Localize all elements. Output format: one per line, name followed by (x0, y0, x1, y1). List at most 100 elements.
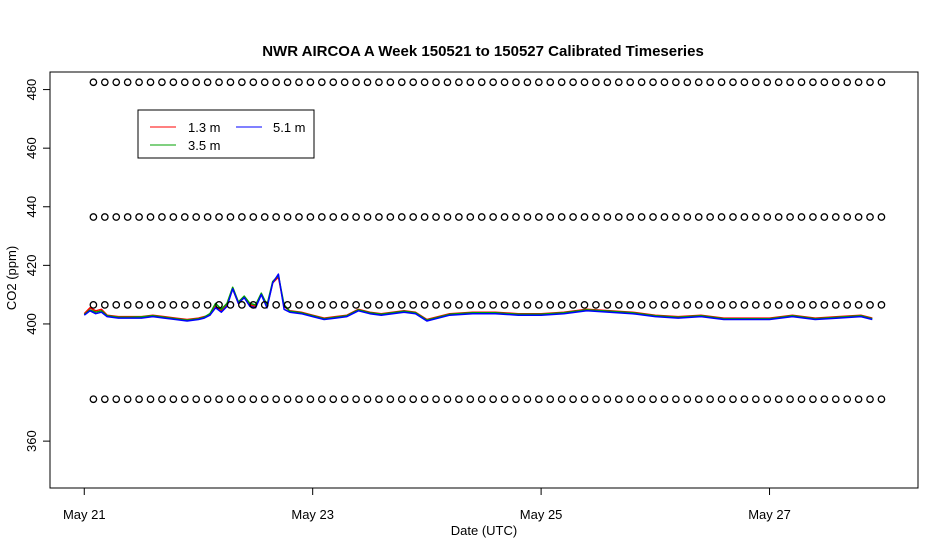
standard-point-0-58 (751, 78, 760, 87)
standard-point-3-213 (123, 395, 132, 404)
standard-point-3-221 (215, 395, 223, 404)
standard-point-2-186 (614, 301, 623, 309)
standard-point-2-147 (169, 301, 178, 309)
standard-point-1-118 (637, 213, 646, 221)
standard-point-0-35 (489, 78, 497, 87)
standard-point-3-230 (317, 395, 326, 404)
standard-point-0-14 (249, 78, 258, 87)
standard-point-2-144 (135, 301, 143, 309)
standard-point-3-217 (169, 395, 178, 404)
standard-point-2-183 (580, 301, 589, 309)
standard-point-0-11 (215, 78, 223, 87)
standard-point-0-0 (89, 78, 98, 87)
standard-point-0-65 (831, 78, 840, 87)
standard-point-2-167 (397, 301, 406, 309)
standard-point-1-86 (272, 213, 280, 221)
standard-point-3-231 (329, 395, 338, 404)
standard-point-1-75 (146, 213, 155, 221)
standard-point-3-277 (854, 395, 863, 404)
standard-point-1-127 (740, 213, 749, 221)
standard-point-0-51 (672, 78, 680, 87)
standard-point-0-2 (112, 78, 121, 87)
y-tick-label-0: 360 (24, 430, 39, 452)
standard-point-3-268 (751, 395, 760, 404)
standard-point-0-24 (363, 78, 372, 87)
standard-point-1-93 (352, 213, 360, 221)
standard-point-1-129 (763, 213, 772, 221)
standard-point-0-29 (420, 78, 429, 87)
standard-point-1-126 (729, 213, 737, 221)
standard-point-1-117 (626, 213, 635, 221)
standard-point-3-227 (283, 395, 292, 404)
standard-point-3-244 (477, 395, 486, 404)
standard-point-0-64 (820, 78, 829, 87)
standard-point-2-187 (626, 301, 635, 309)
y-tick-label-4: 460 (24, 137, 39, 159)
standard-point-3-272 (797, 395, 806, 404)
standard-point-0-55 (717, 78, 726, 87)
standard-point-3-261 (672, 395, 680, 404)
standard-point-3-212 (112, 395, 121, 404)
standard-point-1-128 (751, 213, 760, 221)
standard-point-0-17 (283, 78, 292, 87)
x-tick-label-1: May 23 (291, 507, 334, 522)
standard-point-1-77 (169, 213, 178, 221)
standard-point-3-246 (500, 395, 509, 404)
standard-point-0-20 (317, 78, 326, 87)
standard-point-1-130 (774, 213, 783, 221)
standard-point-2-171 (443, 301, 452, 309)
standard-point-0-68 (866, 78, 874, 87)
standard-point-2-175 (489, 301, 497, 309)
standard-point-2-161 (329, 301, 338, 309)
standard-point-3-265 (717, 395, 726, 404)
standard-point-2-199 (763, 301, 772, 309)
data-layer (83, 78, 886, 404)
standard-point-2-159 (306, 301, 315, 309)
standard-point-3-236 (386, 395, 395, 404)
standard-point-3-258 (637, 395, 646, 404)
standard-point-1-106 (500, 213, 509, 221)
standard-point-2-168 (409, 301, 418, 309)
legend-label-1-3m: 1.3 m (188, 120, 221, 135)
standard-point-0-32 (455, 78, 463, 87)
standard-point-1-84 (249, 213, 258, 221)
standard-point-3-271 (786, 395, 794, 404)
standard-point-0-46 (614, 78, 623, 87)
standard-point-3-229 (306, 395, 315, 404)
standard-point-0-59 (763, 78, 772, 87)
standard-point-1-95 (375, 213, 383, 221)
standard-point-3-263 (694, 395, 703, 404)
standard-point-1-96 (386, 213, 395, 221)
standard-point-1-103 (466, 213, 475, 221)
standard-point-0-48 (637, 78, 646, 87)
standard-point-3-259 (649, 395, 657, 404)
standard-point-1-87 (283, 213, 292, 221)
standard-point-0-36 (500, 78, 509, 87)
standard-point-2-174 (477, 301, 486, 309)
standard-point-0-41 (557, 78, 566, 87)
standard-point-3-257 (626, 395, 635, 404)
standard-point-3-216 (158, 395, 166, 404)
standard-point-2-195 (717, 301, 726, 309)
y-axis: 360 400 420 440 460 480 (24, 79, 50, 452)
standard-point-1-82 (226, 213, 235, 221)
standard-point-3-262 (683, 395, 692, 404)
standard-point-2-201 (786, 301, 794, 309)
standard-point-0-57 (740, 78, 749, 87)
standard-point-0-25 (375, 78, 383, 87)
standard-point-3-270 (774, 395, 783, 404)
standard-point-0-50 (660, 78, 669, 87)
standard-point-0-23 (352, 78, 360, 87)
standard-point-0-34 (477, 78, 486, 87)
y-tick-label-2: 420 (24, 255, 39, 277)
standard-point-1-104 (477, 213, 486, 221)
standard-point-1-138 (866, 213, 874, 221)
standard-point-0-13 (238, 78, 246, 87)
standard-point-2-154 (249, 301, 258, 309)
standard-point-0-60 (774, 78, 783, 87)
y-tick-label-3: 440 (24, 196, 39, 218)
legend-box (137, 109, 315, 159)
standard-point-1-114 (592, 213, 600, 221)
standard-point-1-113 (580, 213, 589, 221)
standard-point-1-74 (135, 213, 143, 221)
